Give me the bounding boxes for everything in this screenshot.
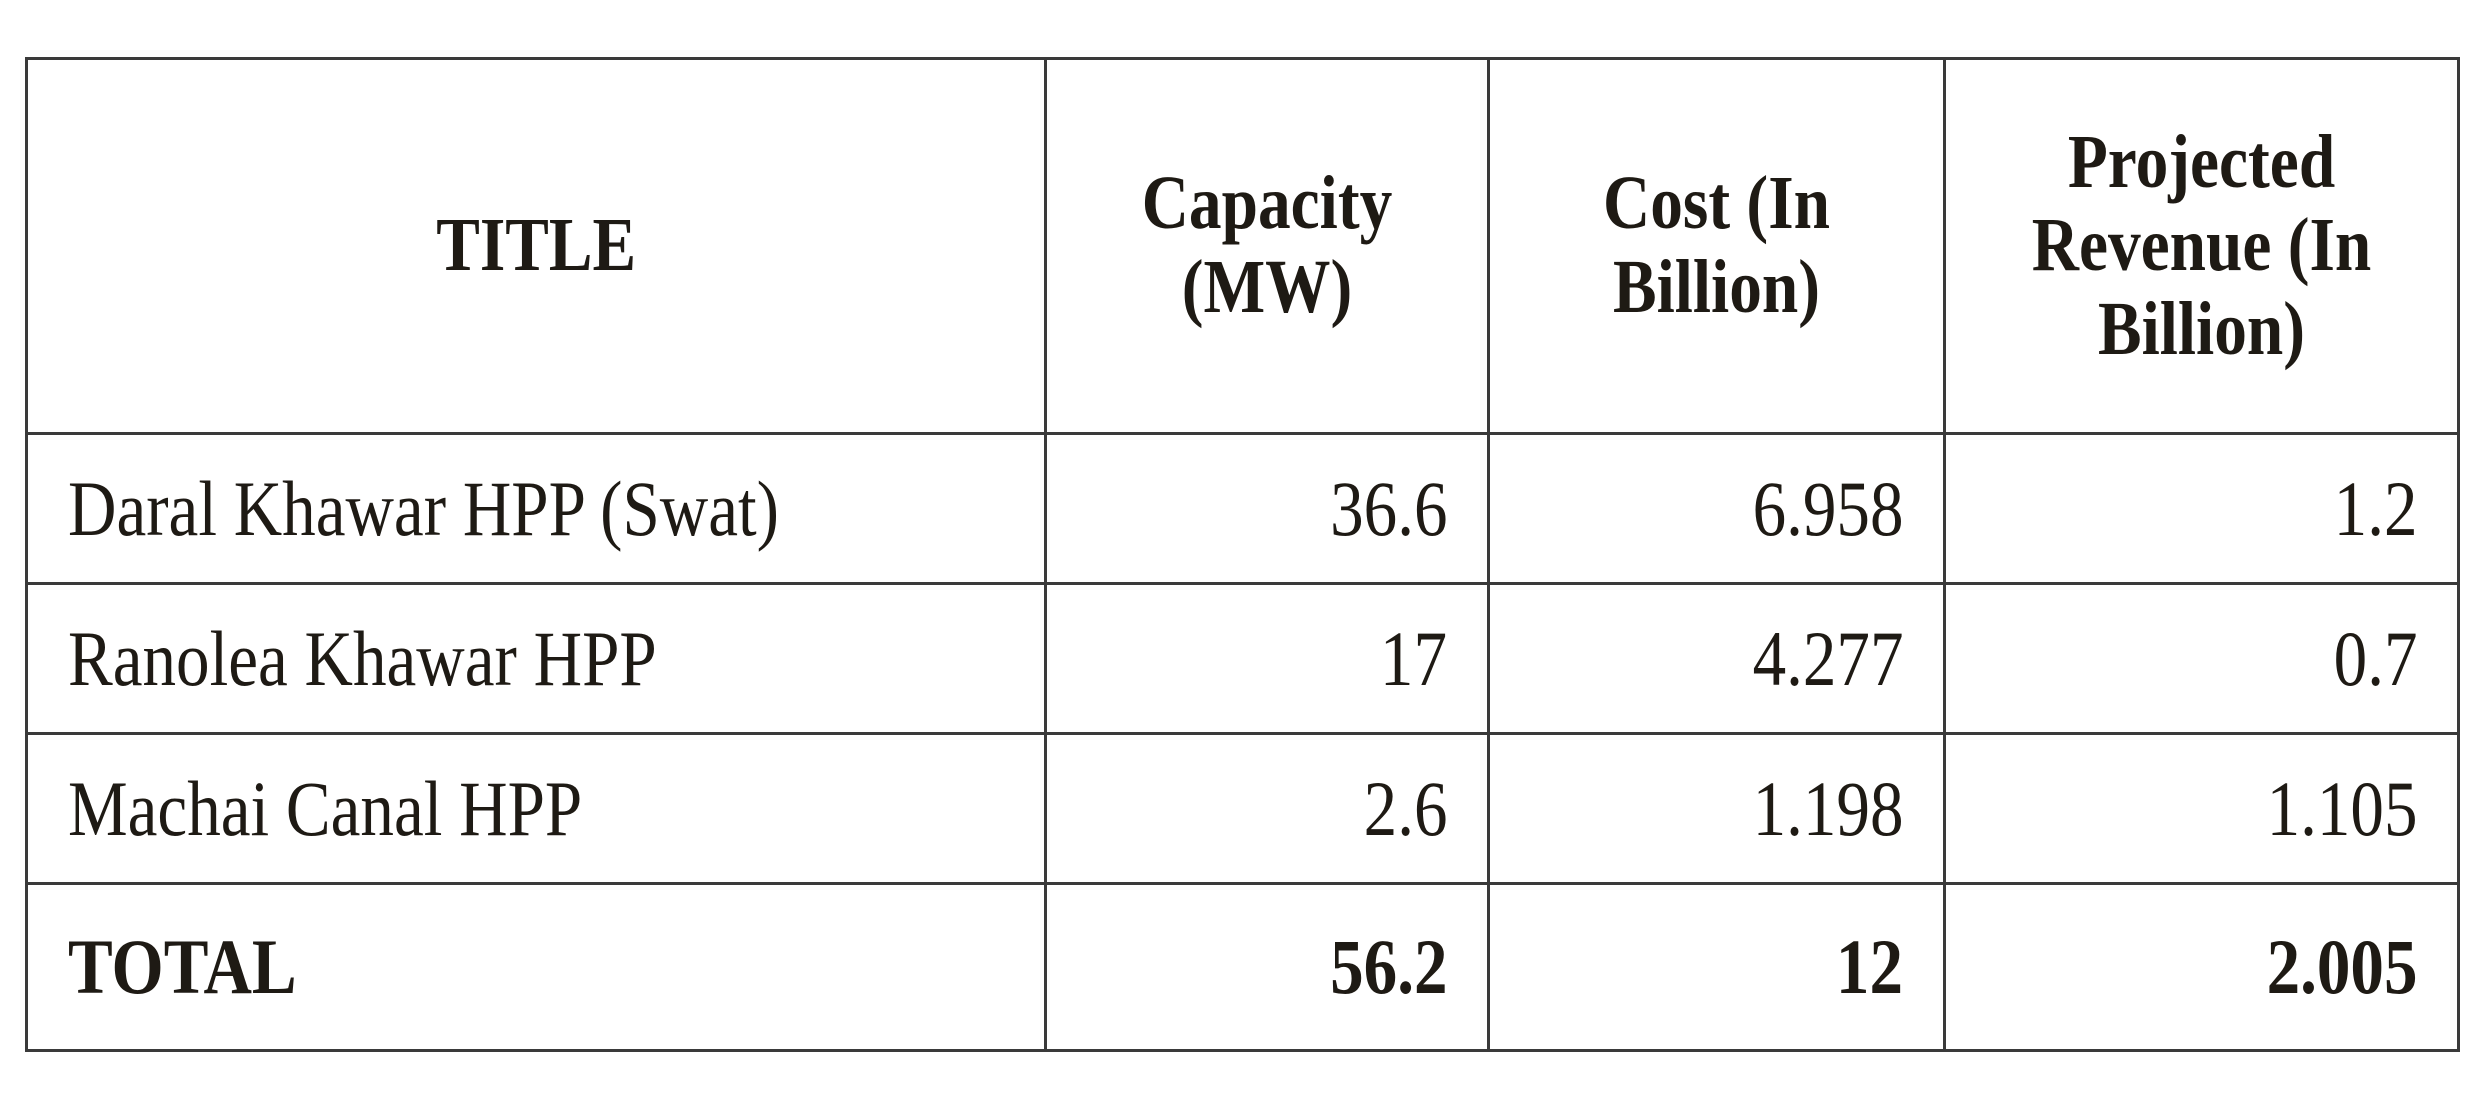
revenue-cell: 1.105 [1943, 732, 2460, 885]
total-capacity: 56.2 [1044, 882, 1490, 1052]
header-title: TITLE [25, 57, 1047, 435]
total-revenue: 2.005 [1943, 882, 2460, 1052]
table-row: Daral Khawar HPP (Swat) 36.6 6.958 1.2 [25, 432, 2460, 585]
capacity-cell: 36.6 [1044, 432, 1490, 585]
cost-cell: 1.198 [1487, 732, 1946, 885]
revenue-cell: 1.2 [1943, 432, 2460, 585]
capacity-cell: 2.6 [1044, 732, 1490, 885]
header-cost: Cost (In Billion) [1487, 57, 1946, 435]
table-row: Machai Canal HPP 2.6 1.198 1.105 [25, 732, 2460, 885]
header-projected-revenue: Projected Revenue (In Billion) [1943, 57, 2460, 435]
project-name: Ranolea Khawar HPP [25, 582, 1047, 735]
hpp-projects-table: TITLE Capacity (MW) Cost (In Billion) Pr… [25, 57, 2460, 1052]
revenue-cell: 0.7 [1943, 582, 2460, 735]
project-name: Daral Khawar HPP (Swat) [25, 432, 1047, 585]
capacity-cell: 17 [1044, 582, 1490, 735]
total-label: TOTAL [25, 882, 1047, 1052]
project-name: Machai Canal HPP [25, 732, 1047, 885]
cost-cell: 6.958 [1487, 432, 1946, 585]
cost-cell: 4.277 [1487, 582, 1946, 735]
header-capacity: Capacity (MW) [1044, 57, 1490, 435]
total-row: TOTAL 56.2 12 2.005 [25, 882, 2460, 1052]
table-row: Ranolea Khawar HPP 17 4.277 0.7 [25, 582, 2460, 735]
total-cost: 12 [1487, 882, 1946, 1052]
header-row: TITLE Capacity (MW) Cost (In Billion) Pr… [25, 57, 2460, 435]
